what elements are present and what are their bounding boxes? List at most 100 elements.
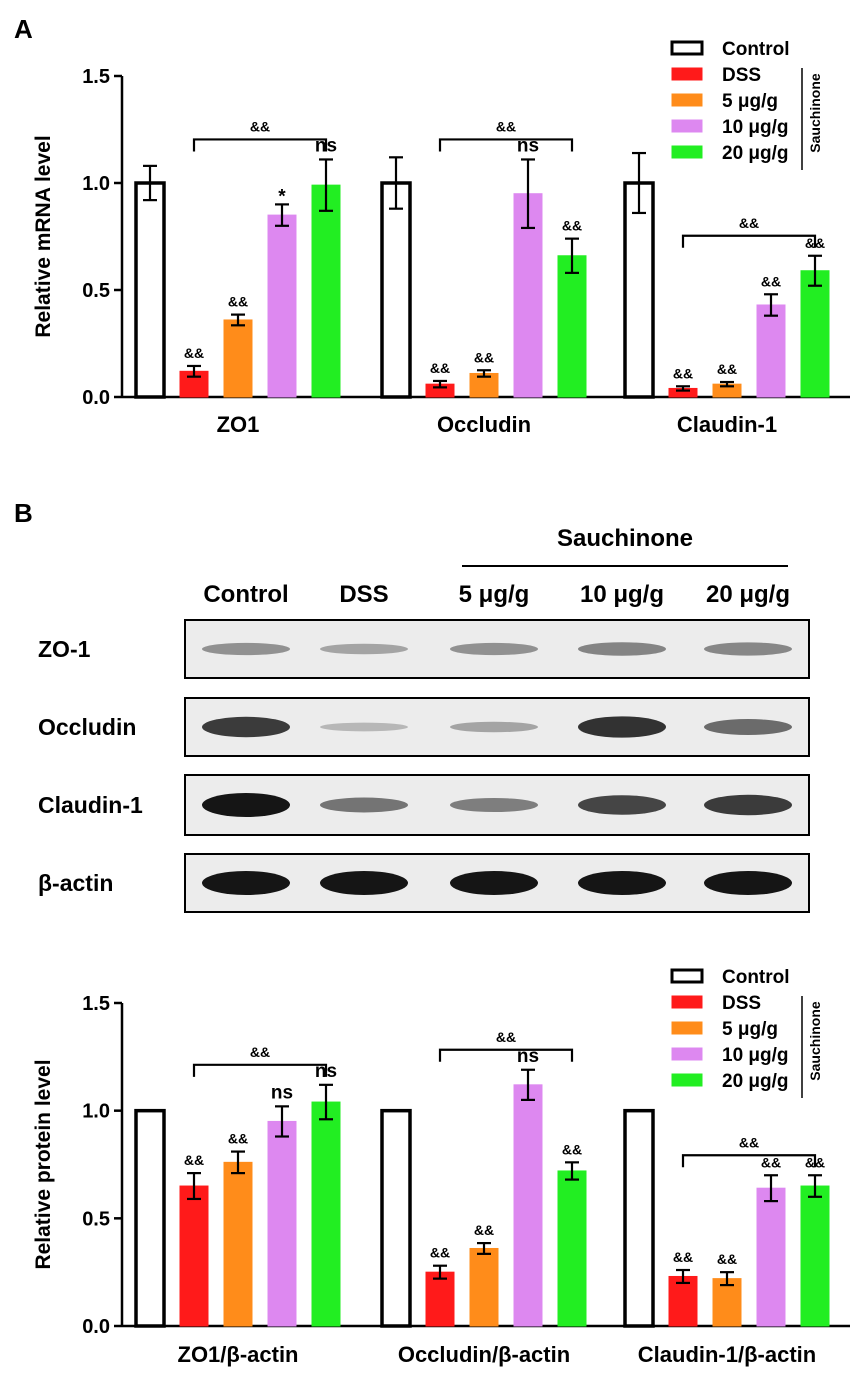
y-tick-label: 0.5: [82, 1208, 110, 1230]
category-label: Claudin-1: [677, 412, 777, 437]
significance-label: &&: [761, 1154, 781, 1170]
blot-band: [704, 642, 792, 656]
legend-swatch: [670, 968, 704, 984]
bar: [557, 1170, 587, 1327]
comparison-bracket: [192, 1063, 328, 1077]
blot-band: [202, 642, 290, 656]
legend-label: 10 μg/g: [722, 117, 789, 138]
legend-label: 5 μg/g: [722, 91, 778, 112]
blot-band: [320, 722, 408, 732]
panel-b-label: B: [14, 498, 33, 528]
bar: [623, 181, 655, 399]
bar: [380, 1108, 412, 1328]
bar: [756, 1187, 786, 1327]
western-blot: Sauchinone Control DSS 5 μg/g 10 μg/g 20 μg/g…: [38, 525, 810, 913]
significance-label: &&: [474, 1222, 494, 1238]
legend-label: 10 μg/g: [722, 1045, 789, 1066]
blot-row-label: Occludin: [38, 714, 136, 740]
significance-label: &&: [184, 1152, 204, 1168]
lane-label: 20 μg/g: [706, 581, 790, 608]
significance-label: ns: [271, 1082, 293, 1103]
bar: [267, 1120, 297, 1327]
significance-label: &&: [673, 1249, 693, 1265]
bar: [380, 181, 412, 399]
legend-swatch: [671, 1073, 703, 1087]
bar: [311, 184, 341, 398]
y-axis-label: Relative protein level: [32, 1059, 55, 1269]
bar: [469, 1247, 499, 1327]
legend-swatch: [671, 145, 703, 159]
blot-band: [202, 871, 290, 895]
legend-label: 20 μg/g: [722, 143, 789, 164]
legend-group-label: Sauchinone: [807, 73, 823, 153]
category-label: Claudin-1/β-actin: [638, 1342, 816, 1367]
legend-label: DSS: [722, 65, 761, 86]
blot-band: [202, 793, 290, 817]
bar: [134, 1108, 166, 1328]
significance-label: &&: [184, 345, 204, 361]
legend-swatch: [671, 1047, 703, 1061]
significance-label: &&: [474, 349, 494, 365]
significance-label: &&: [228, 1131, 248, 1147]
blot-band: [578, 716, 666, 738]
category-label: Occludin: [437, 412, 531, 437]
bar: [513, 1084, 543, 1327]
blot-row-label: β-actin: [38, 870, 113, 896]
blot-band: [450, 721, 538, 733]
blot-band: [578, 642, 666, 656]
blot-band: [202, 716, 290, 738]
blot-band: [450, 871, 538, 895]
bar: [223, 319, 253, 398]
bar: [800, 270, 830, 398]
significance-label: &&: [228, 294, 248, 310]
blot-band: [704, 719, 792, 735]
significance-label: &&: [717, 1251, 737, 1267]
comparison-bracket: [681, 1154, 817, 1168]
bracket-label: &&: [496, 1029, 516, 1045]
bracket-label: &&: [739, 215, 759, 231]
category-label: ZO1: [217, 412, 260, 437]
legend-group-label: Sauchinone: [807, 1001, 823, 1081]
bar: [134, 181, 166, 399]
legend-swatch: [671, 1021, 703, 1035]
legend-label: Control: [722, 39, 790, 60]
significance-label: &&: [430, 360, 450, 376]
bracket-label: &&: [250, 1044, 270, 1060]
bar: [668, 1275, 698, 1327]
blot-band: [320, 797, 408, 813]
y-tick-label: 1.0: [82, 1101, 110, 1123]
significance-label: &&: [430, 1245, 450, 1261]
legend-label: DSS: [722, 993, 761, 1014]
y-tick-label: 1.5: [82, 993, 110, 1015]
sauchinone-header: Sauchinone: [557, 525, 693, 552]
y-tick-label: 0.5: [82, 280, 110, 302]
bar: [223, 1161, 253, 1327]
blot-band: [578, 871, 666, 895]
bar: [623, 1108, 655, 1328]
lane-label: 10 μg/g: [580, 581, 664, 608]
legend-swatch: [671, 119, 703, 133]
y-axis-label: Relative mRNA level: [32, 135, 55, 337]
panel-a-label: A: [14, 14, 33, 44]
lane-label: 5 μg/g: [459, 581, 530, 608]
bar: [800, 1185, 830, 1327]
bar: [267, 214, 297, 398]
blot-row-label: Claudin-1: [38, 792, 143, 818]
comparison-bracket: [438, 138, 574, 152]
bar: [712, 1278, 742, 1327]
significance-label: *: [278, 186, 286, 207]
category-label: ZO1/β-actin: [178, 1342, 299, 1367]
comparison-bracket: [681, 234, 817, 248]
lane-label: Control: [203, 581, 288, 608]
significance-label: &&: [673, 365, 693, 381]
significance-label: &&: [717, 361, 737, 377]
blot-band: [320, 871, 408, 895]
bar: [179, 1185, 209, 1327]
y-tick-label: 1.5: [82, 66, 110, 88]
legend-label: Control: [722, 967, 790, 988]
legend-swatch: [671, 67, 703, 81]
bracket-label: &&: [739, 1134, 759, 1150]
blot-band: [704, 794, 792, 816]
